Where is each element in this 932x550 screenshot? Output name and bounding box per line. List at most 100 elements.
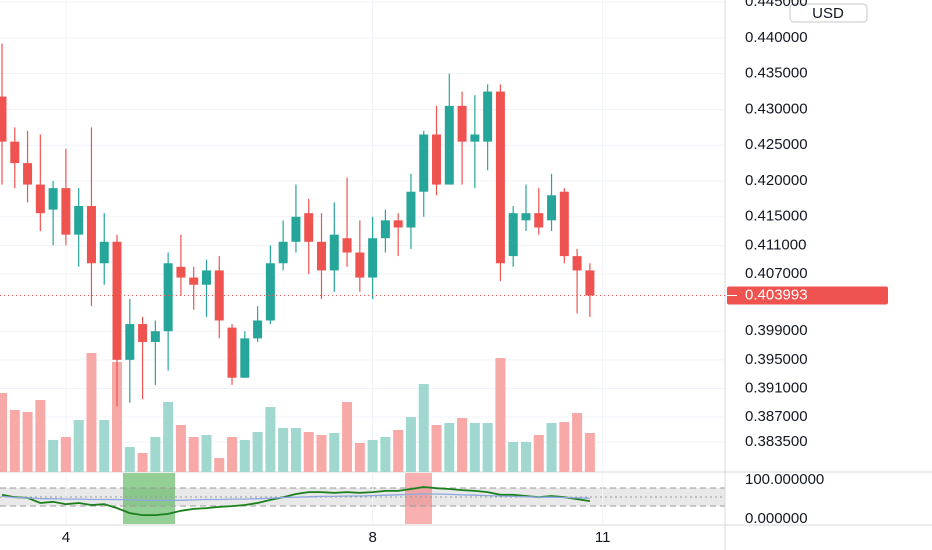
y-tick-label: 0.425000 [745,136,808,153]
y-tick-label: 0.445000 [745,0,808,10]
candle-body [559,191,569,257]
candle-body [138,324,148,342]
volume-bar [418,384,429,472]
y-tick-label: 0.407000 [745,265,808,282]
volume-bar [150,437,161,472]
candle-body [534,213,544,228]
candle-body [317,241,326,271]
volume-bar [444,423,455,472]
candle-body [189,277,199,285]
y-tick-label: 0.420000 [745,172,808,189]
overbought-highlight [405,473,432,524]
y-tick-label: 0.440000 [745,29,808,46]
last-price-box [727,286,888,305]
volume-bar [124,447,135,472]
y-tick-label: 0.430000 [745,100,808,117]
currency-label[interactable]: USD [812,5,844,22]
volume-bar [9,410,20,472]
volume-bar [329,433,340,472]
volume-bar [508,442,519,472]
candle-body [483,91,493,142]
candle-body [86,206,96,264]
candle-body [508,213,518,257]
volume-bar [290,428,301,472]
y-tick-label: 0.395000 [745,351,808,368]
x-tick-label: 8 [368,529,376,546]
candle-body [278,241,288,264]
volume-bar [342,402,353,472]
candle-body [368,238,378,278]
volume-bar [393,430,404,472]
candle-body [342,238,352,253]
candle-body [176,266,186,278]
volume-bar [520,442,531,472]
volume-bar [380,437,391,472]
candle-body [572,256,582,271]
volume-bar [214,458,225,472]
x-tick-label: 11 [595,529,611,546]
y-tick-label: 0.415000 [745,208,808,225]
volume-bar [227,437,238,472]
candle-body [10,141,20,164]
volume-bar [431,425,442,472]
candle-body [201,270,211,285]
candle-body [521,213,531,221]
oversold-highlight [123,473,175,524]
last-price-label: 0.403993 [745,286,808,303]
currency-button[interactable] [789,3,868,23]
volume-bar [265,407,276,472]
y-tick-label: 0.391000 [745,379,808,396]
volume-bar [73,420,84,472]
candle-body [150,331,160,342]
volume-bar [457,418,468,472]
indicator-tick-label: 0.000000 [745,510,808,527]
candle-body [253,320,263,339]
candle-body [112,241,122,360]
indicator-line [1,486,591,516]
y-tick-label: 0.383500 [745,433,808,450]
candle-body [227,327,237,378]
volume-bar [0,393,7,472]
volume-bar [60,437,71,472]
candle-body [99,241,109,264]
volume-bar [188,437,199,472]
volume-bar [252,432,263,472]
candle-body [291,216,301,242]
candle-body [432,134,442,185]
volume-bar [316,435,327,472]
candle-body [74,206,84,235]
volume-bar [239,440,250,472]
candle-body [495,91,505,264]
y-tick-label: 0.387000 [745,408,808,425]
candle-body [406,191,416,228]
volume-bar [48,440,59,472]
volume-bar [367,440,378,472]
candle-body [380,220,390,239]
candle-body [393,220,403,228]
volume-bar [572,413,583,472]
volume-bar [278,428,289,472]
volume-bar [354,443,365,472]
candle-body [163,263,173,332]
candle-body [470,134,480,142]
candle-body [125,324,135,360]
volume-bar [35,400,46,472]
volume-bar [163,402,174,472]
volume-bar [86,353,97,472]
y-tick-label: 0.399000 [745,322,808,339]
volume-bar [559,422,570,472]
volume-bar [533,435,544,472]
candle-body [585,270,595,296]
volume-bar [99,420,110,472]
volume-bar [22,412,33,472]
candle-body [61,188,71,235]
volume-bar [469,423,480,472]
candle-body [35,184,45,214]
indicator-band [0,488,725,506]
candle-body [0,96,7,142]
volume-bar [584,433,595,472]
volume-bar [482,423,493,472]
candle-body [444,105,454,185]
candle-body [457,105,467,142]
